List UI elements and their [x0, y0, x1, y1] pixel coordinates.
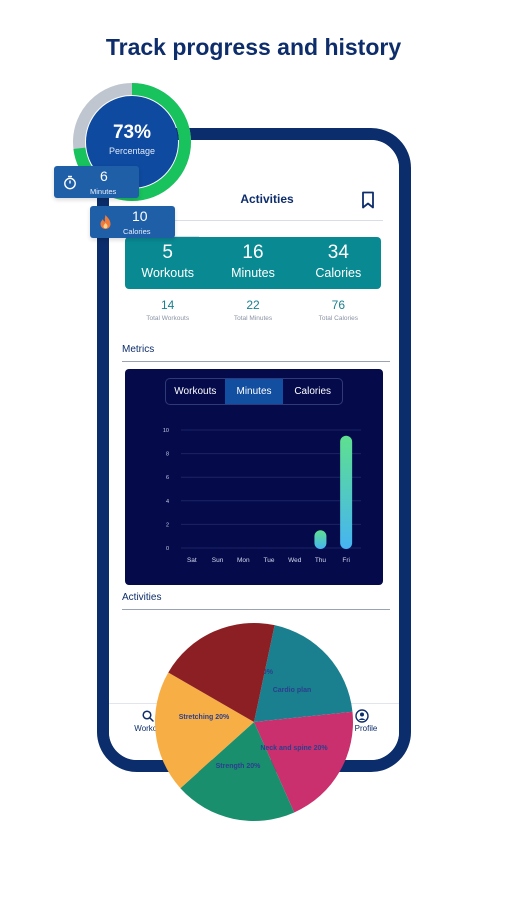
x-tick-label: Sun [212, 557, 224, 564]
y-tick-label: 2 [166, 522, 169, 528]
metrics-chart-card: 0 2 4 6 8 10 Sat Sun Mon Tue Wed Thu Fri Workouts Mi… [125, 369, 383, 585]
total-workouts: 14 Total Workouts [125, 298, 210, 322]
pie-slice-label: Strength 20% [216, 763, 262, 770]
summary-value: 16 [242, 242, 264, 263]
x-tick-label: Sat [187, 557, 197, 564]
chip-label: Calories [123, 227, 151, 236]
total-value: 14 [160, 298, 175, 312]
minutes-chip: 6 Minutes [54, 166, 139, 198]
chip-value: 10 [132, 208, 148, 224]
summary-label: Minutes [231, 266, 275, 280]
total-label: Total Calories [318, 315, 359, 322]
nav-item-workouts[interactable]: Workou [134, 724, 162, 733]
phone-frame: Activities 5 Workouts 16 Minutes 34 Calo… [97, 128, 411, 772]
pie-slice [168, 622, 275, 722]
bar-chart: 0 2 4 6 8 10 Sat Sun Mon Tue Wed Thu Fri [163, 428, 361, 564]
tab-minutes[interactable]: Minutes [224, 379, 284, 404]
pie-slice [154, 672, 254, 789]
metrics-divider [122, 361, 390, 362]
x-tick-label: Mon [237, 557, 250, 564]
pie-slice-label: Stretching 20% [179, 714, 230, 721]
bar-thu [314, 530, 327, 549]
phone-screen: Activities 5 Workouts 16 Minutes 34 Calo… [109, 140, 399, 760]
summary-card: 5 Workouts 16 Minutes 34 Calories [125, 237, 381, 289]
progress-label: Percentage [108, 146, 156, 156]
bar-fri [340, 435, 353, 549]
total-value: 22 [246, 298, 260, 312]
total-label: Total Workouts [146, 315, 190, 322]
chip-value: 6 [100, 168, 108, 184]
pie-slice [180, 722, 295, 821]
summary-label: Workouts [141, 266, 194, 280]
totals-row: 14 Total Workouts 22 Total Minutes 76 To… [125, 298, 381, 322]
page-headline: Track progress and history [105, 34, 402, 60]
pie-slice-label: Neck and spine 20% [260, 745, 328, 752]
total-calories: 76 Total Calories [296, 298, 381, 322]
y-tick-label: 4 [166, 499, 169, 505]
summary-workouts: 5 Workouts [125, 237, 210, 289]
flame-icon [100, 215, 111, 229]
summary-minutes: 16 Minutes [210, 237, 295, 289]
metrics-heading: Metrics [122, 344, 155, 355]
chip-label: Minutes [90, 187, 117, 196]
y-tick-label: 8 [166, 452, 169, 458]
x-tick-label: Tue [264, 557, 275, 564]
summary-calories: 34 Calories [296, 237, 381, 289]
page-title: Activities [240, 192, 294, 206]
total-minutes: 22 Total Minutes [210, 298, 295, 322]
y-tick-label: 0 [166, 546, 169, 552]
x-tick-label: Thu [315, 557, 327, 564]
pie-slice [254, 625, 353, 722]
summary-label: Calories [315, 266, 362, 280]
y-tick-label: 6 [166, 475, 169, 481]
summary-value: 5 [162, 242, 173, 263]
summary-value: 34 [327, 242, 349, 263]
x-tick-label: Fri [342, 557, 350, 564]
activities-divider [122, 609, 390, 610]
y-tick-label: 10 [163, 428, 169, 434]
nav-item-profile[interactable]: Profile [354, 724, 378, 733]
search-icon[interactable] [142, 710, 154, 722]
total-label: Total Minutes [233, 315, 273, 322]
profile-icon[interactable] [355, 709, 369, 723]
metric-tabs: Workouts Minutes Calories [165, 378, 343, 405]
tab-calories[interactable]: Calories [294, 386, 332, 397]
calories-chip: 10 Calories [90, 206, 175, 238]
bookmark-icon[interactable] [360, 191, 376, 209]
activities-heading: Activities [122, 592, 162, 603]
total-value: 76 [331, 298, 345, 312]
pie-slice [254, 711, 353, 813]
header-divider [135, 220, 383, 221]
progress-percent: 73% [112, 122, 152, 143]
pie-slice-label: Cardio plan [273, 687, 312, 694]
tab-workouts[interactable]: Workouts [174, 386, 217, 397]
x-tick-label: Wed [288, 557, 302, 564]
stopwatch-icon [64, 175, 76, 190]
